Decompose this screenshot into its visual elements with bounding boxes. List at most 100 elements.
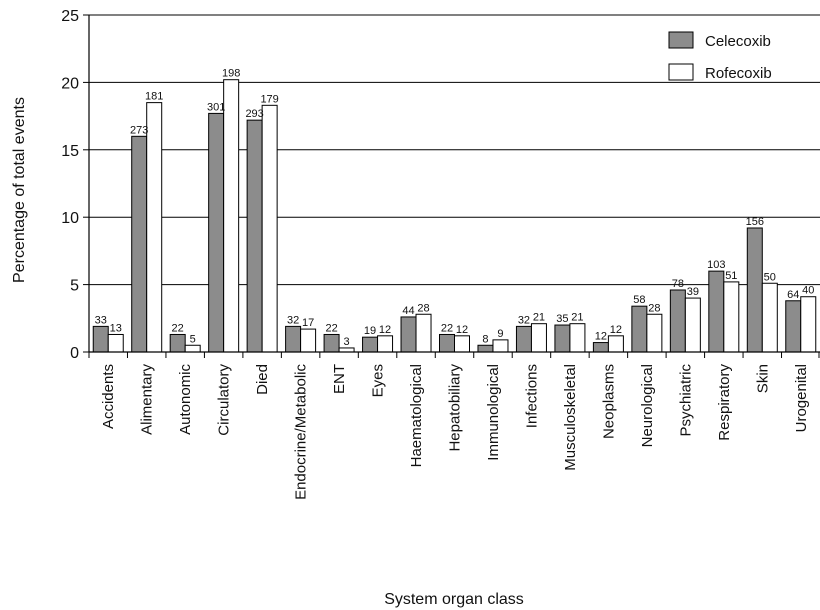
bar-value-label: 22 xyxy=(325,322,337,334)
bar-rofecoxib xyxy=(492,339,509,353)
x-axis-title: System organ class xyxy=(384,591,524,608)
y-tick-label: 5 xyxy=(70,278,79,295)
legend-label: Celecoxib xyxy=(705,33,771,50)
bar-celecoxib xyxy=(208,112,225,353)
bar-value-label: 12 xyxy=(610,324,622,336)
bar-celecoxib xyxy=(285,325,302,353)
bar-value-label: 198 xyxy=(222,68,240,80)
bar-value-label: 12 xyxy=(379,324,391,336)
axes xyxy=(83,14,820,358)
category-label: Neurological xyxy=(639,364,656,447)
bar-celecoxib xyxy=(323,333,340,353)
bar-rofecoxib xyxy=(723,281,740,353)
bar-value-label: 12 xyxy=(456,324,468,336)
bar-rofecoxib xyxy=(223,79,240,353)
bar-rofecoxib xyxy=(338,347,355,353)
bar-value-label: 50 xyxy=(764,271,776,283)
bar-value-label: 12 xyxy=(595,331,607,343)
category-label: Haematological xyxy=(408,364,425,467)
bar-value-label: 301 xyxy=(207,101,225,113)
gridlines xyxy=(89,14,820,286)
bar-celecoxib xyxy=(785,300,802,353)
bar-value-label: 156 xyxy=(746,216,764,228)
bar-value-label: 21 xyxy=(571,312,583,324)
y-tick-label: 15 xyxy=(61,143,79,160)
y-tick-label: 10 xyxy=(61,210,79,227)
bar-celecoxib xyxy=(669,289,686,353)
category-label: ENT xyxy=(331,364,348,394)
bar-value-label: 3 xyxy=(344,336,350,348)
bar-value-label: 8 xyxy=(482,333,488,345)
bar-value-label: 78 xyxy=(672,278,684,290)
legend-label: Rofecoxib xyxy=(705,65,772,82)
bar-value-label: 103 xyxy=(707,259,725,271)
bar-value-label: 28 xyxy=(417,302,429,314)
bar-celecoxib xyxy=(400,316,417,353)
bar-celecoxib xyxy=(169,333,186,353)
bar-value-label: 44 xyxy=(402,305,414,317)
bar-celecoxib xyxy=(362,336,379,353)
bar-value-label: 293 xyxy=(245,108,263,120)
bar-rofecoxib xyxy=(107,333,124,353)
bar-rofecoxib xyxy=(800,296,817,353)
bar-value-label: 64 xyxy=(787,289,799,301)
bar-value-label: 51 xyxy=(725,270,737,282)
bar-celecoxib xyxy=(477,344,494,353)
bar-celecoxib xyxy=(515,325,532,353)
bar-celecoxib xyxy=(439,333,455,353)
bar-rofecoxib xyxy=(454,335,470,353)
category-label: Urogenital xyxy=(793,364,810,432)
category-label: Circulatory xyxy=(216,364,233,436)
bar-value-label: 22 xyxy=(441,322,453,334)
bar-value-label: 58 xyxy=(633,294,645,306)
bar-celecoxib xyxy=(131,135,148,353)
category-label: Accidents xyxy=(100,364,117,429)
y-axis-title: Percentage of total events xyxy=(11,97,28,283)
bar-rofecoxib xyxy=(684,297,701,353)
bar-value-label: 5 xyxy=(190,333,196,345)
bar-rofecoxib xyxy=(261,104,278,353)
bar-value-label: 17 xyxy=(302,317,314,329)
bar-rofecoxib xyxy=(607,335,624,353)
bar-rofecoxib xyxy=(377,335,394,353)
y-tick-label: 20 xyxy=(61,75,79,92)
bar-value-label: 39 xyxy=(687,286,699,298)
bar-celecoxib xyxy=(554,324,571,353)
bars xyxy=(92,79,817,353)
legend-swatch-rofecoxib xyxy=(668,63,694,81)
bar-value-label: 22 xyxy=(172,322,184,334)
bar-celecoxib xyxy=(631,305,648,353)
category-label: Alimentary xyxy=(139,364,156,435)
bar-rofecoxib xyxy=(646,313,663,353)
bar-celecoxib xyxy=(746,227,763,353)
bar-rofecoxib xyxy=(184,344,201,353)
bar-rofecoxib xyxy=(530,323,547,353)
category-label: Immunological xyxy=(485,364,502,461)
bar-value-label: 179 xyxy=(260,93,278,105)
bar-value-label: 19 xyxy=(364,325,376,337)
category-label: Psychiatric xyxy=(677,364,694,437)
bar-rofecoxib xyxy=(146,102,163,353)
bar-rofecoxib xyxy=(415,313,432,353)
bar-value-label: 28 xyxy=(648,302,660,314)
category-label: Infections xyxy=(523,364,540,428)
legend: Celecoxib Rofecoxib xyxy=(668,31,772,82)
bar-celecoxib xyxy=(92,325,109,353)
bar-value-label: 32 xyxy=(518,314,530,326)
bar-value-label: 33 xyxy=(95,314,107,326)
bar-rofecoxib xyxy=(300,328,317,353)
bar-value-label: 32 xyxy=(287,314,299,326)
bar-value-label: 35 xyxy=(556,313,568,325)
category-label: Neoplasms xyxy=(600,364,617,439)
y-tick-label: 25 xyxy=(61,8,79,25)
bar-celecoxib xyxy=(246,119,263,353)
bar-value-label: 21 xyxy=(533,312,545,324)
bar-rofecoxib xyxy=(761,282,778,353)
y-tick-label: 0 xyxy=(70,345,79,362)
bar-value-label: 9 xyxy=(497,328,503,340)
bar-value-label: 273 xyxy=(130,124,148,136)
category-label: Respiratory xyxy=(716,364,733,441)
